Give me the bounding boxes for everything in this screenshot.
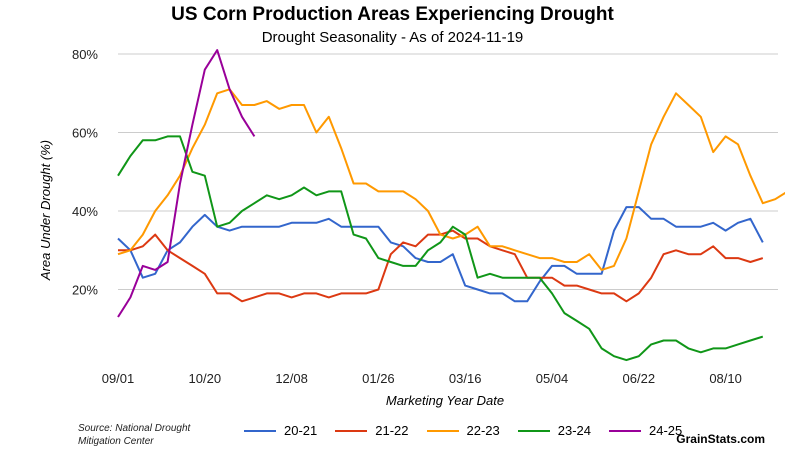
legend-label: 21-22 — [375, 423, 409, 438]
legend-item-23-24: 23-24 — [517, 423, 591, 438]
y-tick-label: 20% — [72, 283, 98, 298]
legend-item-22-23: 22-23 — [426, 423, 500, 438]
source-note: Source: National Drought Mitigation Cent… — [78, 422, 190, 448]
legend-swatch — [517, 429, 550, 432]
gridlines — [118, 53, 778, 290]
legend-item-20-21: 20-21 — [244, 423, 317, 438]
legend-swatch — [244, 429, 276, 432]
series-line-22-23 — [117, 88, 785, 271]
y-tick-label: 60% — [72, 126, 98, 141]
legend-label: 20-21 — [284, 423, 318, 438]
legend-label: 22-23 — [466, 423, 500, 438]
y-tick-label: 40% — [72, 204, 98, 219]
y-tick-label: 80% — [72, 47, 98, 62]
series-line-24-25 — [117, 49, 256, 318]
legend-swatch — [426, 429, 459, 432]
x-tick-label: 12/08 — [275, 371, 308, 386]
y-axis-ticks: 20% 40% 60% 80% — [72, 47, 98, 298]
x-tick-label: 01/26 — [362, 371, 395, 386]
legend-item-21-22: 21-22 — [335, 423, 409, 438]
chart-title: US Corn Production Areas Experiencing Dr… — [171, 4, 614, 25]
chart-subtitle: Drought Seasonality - As of 2024-11-19 — [261, 29, 524, 46]
legend-item-24-25: 24-25 — [609, 423, 682, 438]
x-tick-label: 06/22 — [623, 371, 656, 386]
legend-label: 24-25 — [649, 423, 683, 438]
legend-swatch — [335, 429, 368, 432]
brand-label: GrainStats.com — [676, 432, 765, 446]
x-axis-label: Marketing Year Date — [386, 393, 504, 408]
legend: 20-21 21-22 22-23 23-24 24-25 — [244, 423, 682, 438]
legend-label: 23-24 — [557, 423, 591, 438]
x-tick-label: 05/04 — [536, 371, 569, 386]
source-text: Source: National Drought Mitigation Cent… — [78, 423, 191, 447]
legend-swatch — [609, 429, 641, 432]
x-tick-label: 10/20 — [189, 371, 222, 386]
y-axis-label: Area Under Drought (%) — [38, 140, 53, 281]
x-tick-label: 03/16 — [449, 371, 482, 386]
series-line-23-24 — [117, 135, 764, 362]
series-line-20-21 — [117, 206, 764, 303]
x-tick-label: 09/01 — [102, 371, 135, 386]
x-tick-label: 08/10 — [709, 371, 742, 386]
series-lines — [117, 49, 785, 362]
x-axis-ticks: 09/01 10/20 12/08 01/26 03/16 05/04 06/22 08/10 — [102, 371, 742, 386]
